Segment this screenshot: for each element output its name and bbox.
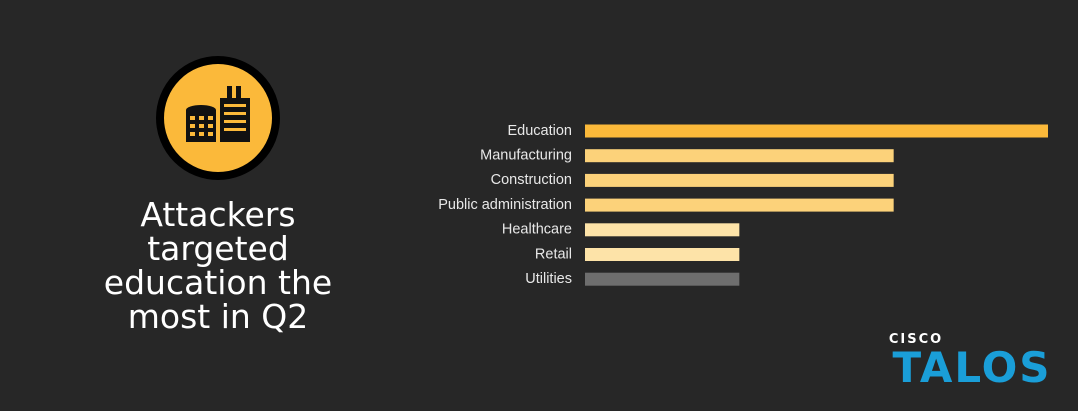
bar [585, 124, 1048, 138]
bar [585, 149, 894, 163]
icon [156, 56, 280, 180]
category-label: Construction [491, 172, 572, 188]
bar [585, 198, 894, 212]
category-label: Utilities [525, 271, 572, 287]
bar [585, 272, 740, 286]
category-label: Manufacturing [480, 148, 572, 164]
bar [585, 248, 740, 261]
headline: education the [104, 263, 332, 302]
category-label: Healthcare [502, 222, 572, 238]
logo-product: TALOS [892, 343, 1051, 392]
category-label: Education [508, 123, 573, 139]
category-label: Retail [535, 246, 572, 262]
headline: Attackers [140, 195, 295, 234]
logo-brand: CISCO [889, 332, 943, 347]
bar [585, 173, 894, 187]
headline: targeted [147, 229, 289, 268]
headline: most in Q2 [128, 297, 309, 336]
category-label: Public administration [438, 197, 572, 213]
bar [585, 223, 740, 237]
